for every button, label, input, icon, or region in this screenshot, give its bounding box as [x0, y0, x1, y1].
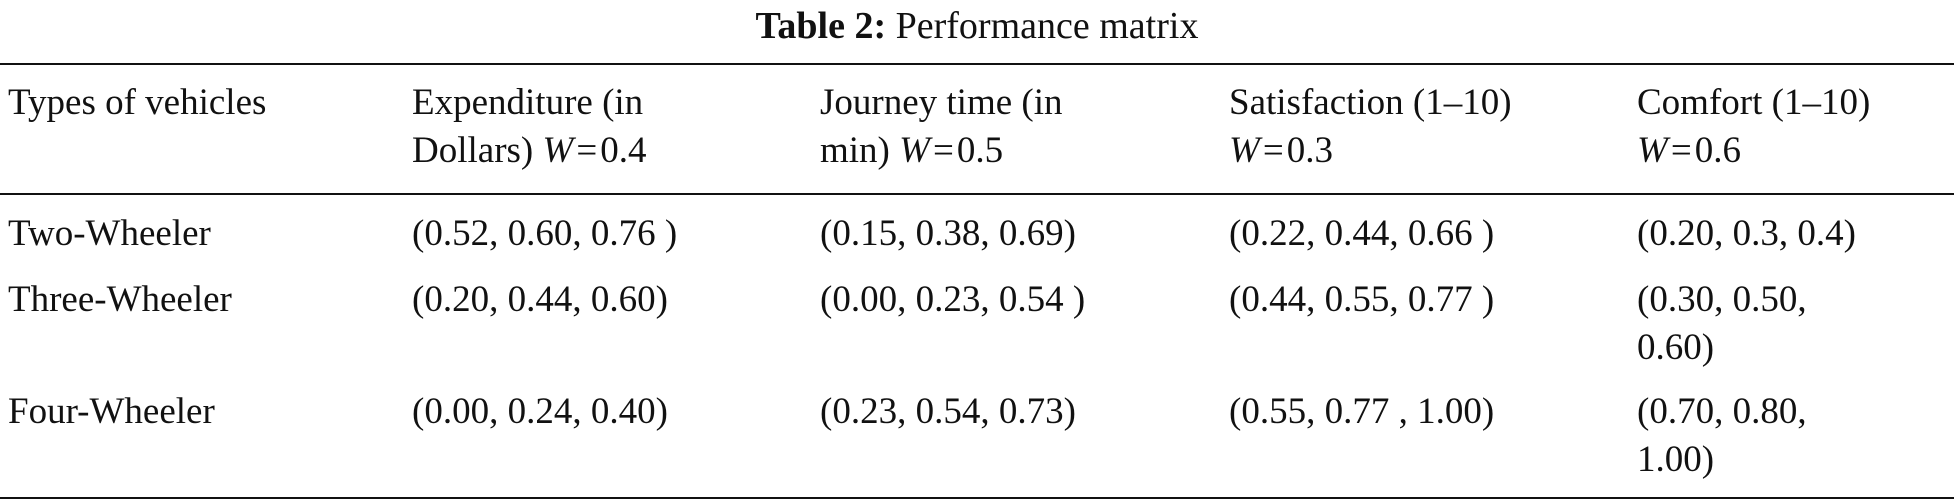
header-expenditure-unit: Dollars) — [412, 130, 534, 171]
table-row-two-wheeler-expenditure: (0.52, 0.60, 0.76 ) — [412, 213, 678, 254]
table-row-three-wheeler-vehicle: Three-Wheeler — [8, 279, 232, 320]
top-rule — [0, 63, 1954, 65]
header-vehicle-type-label: Types of vehicles — [8, 82, 267, 123]
header-journey-time-line1: Journey time (in — [820, 82, 1063, 123]
header-expenditure: Expenditure (in Dollars) W=0.4 — [412, 79, 646, 175]
table-row-three-wheeler-comfort-line2: 0.60) — [1637, 327, 1715, 368]
header-journey-time: Journey time (in min) W=0.5 — [820, 79, 1063, 175]
header-expenditure-line1: Expenditure (in — [412, 82, 644, 123]
header-expenditure-weight-symbol: W — [542, 130, 574, 171]
table-row-two-wheeler-vehicle: Two-Wheeler — [8, 213, 211, 254]
table-row-four-wheeler-journey-time: (0.23, 0.54, 0.73) — [820, 391, 1076, 432]
table-row-four-wheeler-satisfaction: (0.55, 0.77 , 1.00) — [1229, 391, 1495, 432]
header-vehicle-type: Types of vehicles — [8, 79, 266, 127]
table-row-three-wheeler-journey-time: (0.00, 0.23, 0.54 ) — [820, 279, 1086, 320]
header-satisfaction-line2: W=0.3 — [1229, 127, 1512, 175]
header-satisfaction-weight-symbol: W — [1229, 130, 1260, 171]
table-row-three-wheeler-comfort: (0.30, 0.50, 0.60) — [1637, 276, 1807, 372]
table-row-four-wheeler-comfort-line1: (0.70, 0.80, — [1637, 391, 1807, 432]
header-expenditure-line2: Dollars) W=0.4 — [412, 127, 646, 175]
table-caption-title: Performance matrix — [895, 5, 1199, 47]
table-caption-label: Table 2: — [755, 5, 887, 47]
header-journey-time-weight-symbol: W — [899, 130, 930, 171]
table-row-two-wheeler-comfort: (0.20, 0.3, 0.4) — [1637, 210, 1856, 258]
header-satisfaction: Satisfaction (1–10) W=0.3 — [1229, 79, 1512, 175]
header-comfort-line1: Comfort (1–10) — [1637, 82, 1871, 123]
table-row-four-wheeler-comfort: (0.70, 0.80, 1.00) — [1637, 388, 1807, 484]
table-row-four-wheeler-comfort-line2: 1.00) — [1637, 439, 1715, 480]
bottom-rule — [0, 497, 1954, 499]
header-comfort-weight: 0.6 — [1694, 130, 1741, 171]
header-comfort-weight-symbol: W — [1637, 130, 1668, 171]
header-expenditure-weight: 0.4 — [600, 130, 647, 171]
header-rule — [0, 193, 1954, 195]
header-journey-time-weight: 0.5 — [956, 130, 1004, 171]
header-journey-time-unit: min) — [820, 130, 890, 171]
header-comfort: Comfort (1–10) W=0.6 — [1637, 79, 1870, 175]
table-row-two-wheeler-comfort-line1: (0.20, 0.3, 0.4) — [1637, 213, 1856, 254]
header-satisfaction-line1: Satisfaction (1–10) — [1229, 82, 1512, 123]
table-row-two-wheeler-satisfaction: (0.22, 0.44, 0.66 ) — [1229, 213, 1495, 254]
header-comfort-line2: W=0.6 — [1637, 127, 1870, 175]
header-expenditure-equals: = — [576, 130, 598, 171]
table-row-three-wheeler-comfort-line1: (0.30, 0.50, — [1637, 279, 1807, 320]
table-row-four-wheeler-vehicle: Four-Wheeler — [8, 391, 215, 432]
header-comfort-equals: = — [1670, 130, 1692, 171]
table-row-four-wheeler-expenditure: (0.00, 0.24, 0.40) — [412, 391, 668, 432]
header-satisfaction-equals: = — [1262, 130, 1284, 171]
header-satisfaction-weight: 0.3 — [1286, 130, 1333, 171]
table-row-three-wheeler-expenditure: (0.20, 0.44, 0.60) — [412, 279, 668, 320]
table-row-two-wheeler-journey-time: (0.15, 0.38, 0.69) — [820, 213, 1076, 254]
table-caption: Table 2: Performance matrix — [0, 2, 1954, 50]
header-journey-time-equals: = — [932, 130, 954, 171]
table-row-three-wheeler-satisfaction: (0.44, 0.55, 0.77 ) — [1229, 279, 1495, 320]
header-journey-time-line2: min) W=0.5 — [820, 127, 1063, 175]
